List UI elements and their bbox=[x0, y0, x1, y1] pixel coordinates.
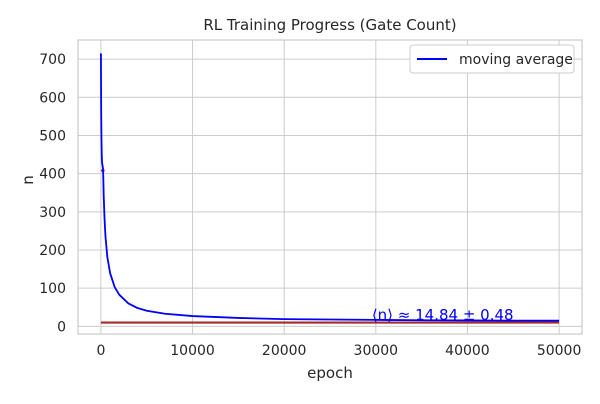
y-tick-label: 600 bbox=[39, 90, 66, 106]
chart-title: RL Training Progress (Gate Count) bbox=[203, 16, 456, 34]
y-tick-label: 400 bbox=[39, 167, 66, 183]
tick-labels: 0 10000 20000 30000 40000 50000 0 100 200 300 400 5… bbox=[39, 52, 581, 359]
y-tick-label: 500 bbox=[39, 128, 66, 144]
grid bbox=[78, 40, 582, 334]
y-tick-label: 0 bbox=[57, 319, 66, 335]
legend: moving average bbox=[409, 44, 575, 74]
y-tick-label: 300 bbox=[39, 205, 66, 221]
x-tick-label: 30000 bbox=[354, 343, 399, 359]
x-tick-label: 20000 bbox=[262, 343, 307, 359]
plot-frame bbox=[77, 39, 583, 335]
series-layer bbox=[100, 53, 560, 324]
x-tick-label: 40000 bbox=[445, 343, 490, 359]
y-tick-label: 700 bbox=[39, 52, 66, 68]
x-axis-label: epoch bbox=[307, 364, 353, 382]
x-tick-label: 50000 bbox=[537, 343, 582, 359]
stats-annotation: ⟨n⟩ ≈ 14.84 ± 0.48 bbox=[372, 306, 514, 324]
legend-box bbox=[409, 44, 575, 74]
y-tick-label: 100 bbox=[39, 281, 66, 297]
x-tick-label: 10000 bbox=[170, 343, 215, 359]
moving-average-line bbox=[100, 53, 560, 322]
x-tick-label: 0 bbox=[96, 343, 105, 359]
y-axis-label: n bbox=[19, 175, 37, 185]
y-tick-label: 200 bbox=[39, 243, 66, 259]
plot-area bbox=[78, 40, 582, 334]
legend-label-moving-average: moving average bbox=[459, 52, 573, 68]
